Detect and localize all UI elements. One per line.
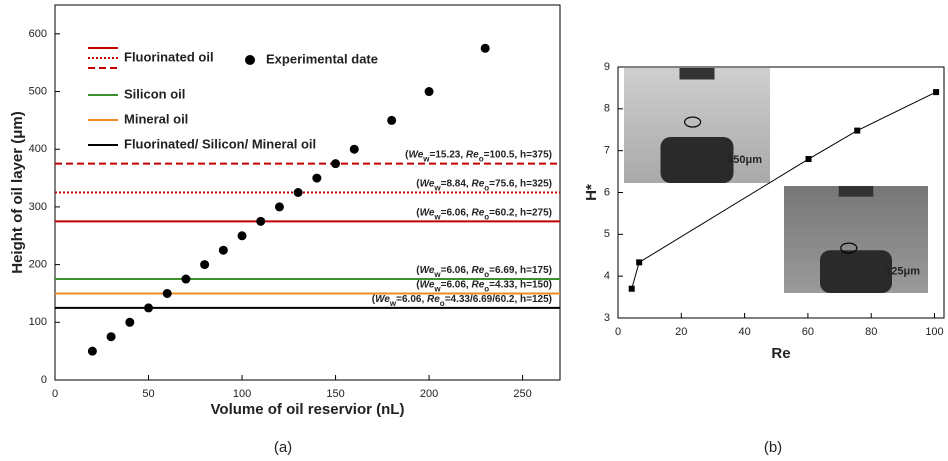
data-point xyxy=(312,174,321,183)
caption: (b) xyxy=(764,439,782,456)
legend-label: Fluorinated oil xyxy=(124,49,214,64)
data-point xyxy=(636,259,642,265)
label-part: We xyxy=(420,279,435,290)
legend-label: Experimental date xyxy=(266,51,378,66)
label-part: =6.06, xyxy=(396,294,427,305)
data-point xyxy=(238,231,247,240)
inset-label: 350μm xyxy=(727,154,762,166)
reference-label: (Wew=6.06, Reo=4.33/6.69/60.2, h=125) xyxy=(372,294,552,308)
x-tick-label: 0 xyxy=(52,388,58,400)
data-point xyxy=(200,260,209,269)
y-tick-label: 6 xyxy=(604,186,610,198)
label-part: =6.06, xyxy=(441,265,472,276)
data-point xyxy=(854,128,860,134)
data-point xyxy=(933,89,939,95)
y-tick-label: 0 xyxy=(41,374,47,386)
y-tick-label: 8 xyxy=(604,103,610,115)
data-point xyxy=(387,116,396,125)
x-tick-label: 20 xyxy=(675,326,687,338)
y-tick-label: 3 xyxy=(604,312,610,324)
data-point xyxy=(481,44,490,53)
data-point xyxy=(350,145,359,154)
label-part: =6.69, h=175) xyxy=(489,265,552,276)
legend-label: Silicon oil xyxy=(124,86,185,101)
label-part: =6.06, xyxy=(441,279,472,290)
y-tick-label: 100 xyxy=(29,316,47,328)
label-part: We xyxy=(375,294,390,305)
data-point xyxy=(275,202,284,211)
legend-marker xyxy=(245,55,255,65)
label-part: Re xyxy=(466,149,479,160)
x-tick-label: 200 xyxy=(420,388,438,400)
legend-label: Mineral oil xyxy=(124,111,188,126)
inset-nozzle xyxy=(661,137,734,183)
reference-label: (Wew=6.06, Reo=4.33, h=150) xyxy=(416,279,552,293)
data-point xyxy=(806,156,812,162)
x-tick-label: 50 xyxy=(142,388,154,400)
x-axis-label: Volume of oil reservior (nL) xyxy=(211,401,405,418)
caption: (a) xyxy=(274,439,292,456)
data-point xyxy=(294,188,303,197)
y-tick-label: 400 xyxy=(29,143,47,155)
label-part: We xyxy=(420,178,435,189)
y-axis-label: Height of oil layer (μm) xyxy=(9,111,26,274)
reference-label: (Wew=6.06, Reo=60.2, h=275) xyxy=(416,207,552,221)
label-part: Re xyxy=(427,294,440,305)
label-part: We xyxy=(420,265,435,276)
figure: 0501001502002500100200300400500600Volume… xyxy=(0,0,948,461)
x-tick-label: 100 xyxy=(925,326,943,338)
y-tick-label: 500 xyxy=(29,85,47,97)
data-point xyxy=(181,275,190,284)
data-point xyxy=(425,87,434,96)
label-part: =60.2, h=275) xyxy=(489,207,552,218)
inset-tip xyxy=(839,186,874,197)
x-tick-label: 250 xyxy=(513,388,531,400)
label-part: Re xyxy=(471,207,484,218)
label-part: We xyxy=(408,149,423,160)
label-part: =8.84, xyxy=(441,178,472,189)
x-tick-label: 40 xyxy=(738,326,750,338)
label-part: =100.5, h=375) xyxy=(484,149,552,160)
y-tick-label: 4 xyxy=(604,270,610,282)
label-part: =6.06, xyxy=(441,207,472,218)
inset-nozzle xyxy=(820,250,892,293)
label-part: =15.23, xyxy=(430,149,466,160)
x-tick-label: 0 xyxy=(615,326,621,338)
inset-label: 125μm xyxy=(885,266,920,278)
data-point xyxy=(88,347,97,356)
label-part: =4.33/6.69/60.2, h=125) xyxy=(445,294,552,305)
data-point xyxy=(256,217,265,226)
data-point xyxy=(163,289,172,298)
legend-label: Fluorinated/ Silicon/ Mineral oil xyxy=(124,136,316,151)
y-tick-label: 300 xyxy=(29,201,47,213)
data-point xyxy=(107,332,116,341)
label-part: Re xyxy=(471,178,484,189)
y-tick-label: 5 xyxy=(604,228,610,240)
label-part: Re xyxy=(471,265,484,276)
x-tick-label: 150 xyxy=(326,388,344,400)
data-point xyxy=(331,159,340,168)
data-point xyxy=(629,286,635,292)
reference-label: (Wew=15.23, Reo=100.5, h=375) xyxy=(405,149,552,163)
x-tick-label: 80 xyxy=(865,326,877,338)
data-point xyxy=(219,246,228,255)
label-part: We xyxy=(420,207,435,218)
y-tick-label: 9 xyxy=(604,61,610,73)
x-tick-label: 60 xyxy=(802,326,814,338)
x-axis-label: Re xyxy=(771,345,790,362)
y-tick-label: 7 xyxy=(604,145,610,157)
data-point xyxy=(125,318,134,327)
reference-label: (Wew=8.84, Reo=75.6, h=325) xyxy=(416,178,552,192)
data-point xyxy=(144,303,153,312)
y-tick-label: 200 xyxy=(29,259,47,271)
label-part: =4.33, h=150) xyxy=(489,279,552,290)
label-part: =75.6, h=325) xyxy=(489,178,552,189)
x-tick-label: 100 xyxy=(233,388,251,400)
label-part: Re xyxy=(471,279,484,290)
y-axis-label: H* xyxy=(583,184,600,201)
reference-label: (Wew=6.06, Reo=6.69, h=175) xyxy=(416,265,552,279)
inset-tip xyxy=(679,68,714,80)
y-tick-label: 600 xyxy=(29,28,47,40)
